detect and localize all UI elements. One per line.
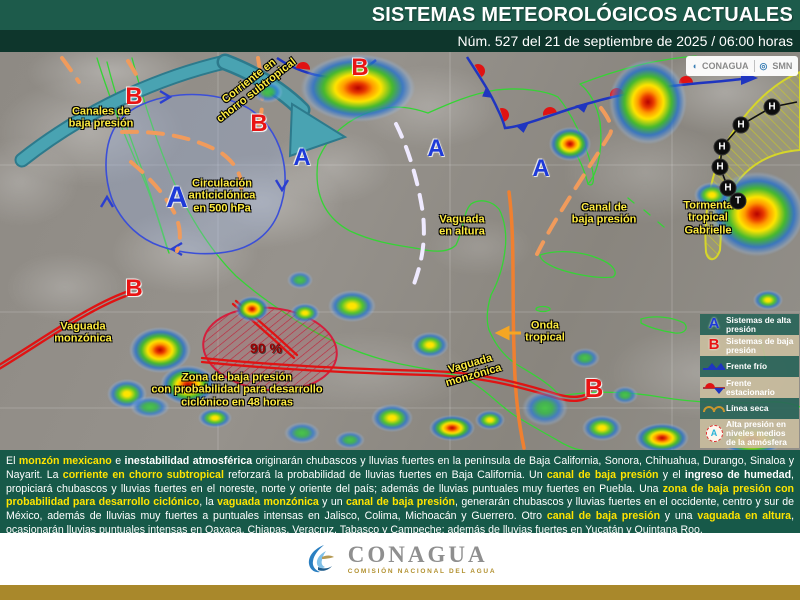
subtitle-bar: Núm. 527 del 21 de septiembre de 2025 / …: [0, 30, 800, 52]
forecast-segment: y el: [658, 468, 685, 481]
forecast-segment: , ocasionarán lluvias puntuales intensas…: [6, 510, 795, 536]
forecast-segment: monzón mexicano: [18, 455, 112, 467]
map-overlay-graphics: [0, 52, 800, 450]
forecast-position-marker: H: [732, 116, 750, 134]
development-zone: [202, 306, 338, 392]
footer-brand-name: CONAGUA: [347, 542, 488, 567]
low-pressure-channels: [60, 56, 614, 256]
legend-label: Frente estacionario: [726, 377, 775, 397]
monsoon-trough-lines: [0, 290, 593, 402]
forecast-segment: originarán chubascos y lluvias fuertes e…: [6, 455, 795, 481]
legend-label: Línea seca: [726, 403, 769, 414]
satellite-map: Canales de baja presión Corriente en chor…: [0, 52, 800, 450]
logo-divider: [753, 60, 755, 72]
forecast-segment: vaguada en altura: [697, 510, 792, 523]
conagua-mini-logo-icon: ◖: [691, 61, 698, 71]
forecast-segment: El: [6, 455, 19, 467]
conagua-logo-text: CONAGUA: [702, 61, 749, 71]
forecast-segment: ingreso de humedad: [684, 468, 792, 481]
legend-item-dry-line: Línea seca: [700, 398, 799, 419]
page-title: SISTEMAS METEOROLÓGICOS ACTUALES: [371, 3, 793, 26]
forecast-segment: , propiciará chubascos y lluvias fuertes…: [6, 468, 794, 495]
legend-item-A: A Sistemas de alta presión: [700, 314, 799, 335]
legend-item-cold-front: Frente frío: [700, 356, 799, 377]
footer-brand: CONAGUA COMISIÓN NACIONAL DEL AGUA: [348, 543, 496, 575]
tropical-wave-line: [507, 190, 526, 450]
agency-logos: ◖ CONAGUA ◎ SMN: [686, 56, 798, 76]
forecast-segment: zona de baja presión con probabilidad pa…: [6, 482, 795, 509]
legend-label: Sistemas de alta presión: [726, 314, 792, 334]
B-legend-icon: B: [708, 336, 720, 354]
forecast-segment: canal de baja presión: [546, 510, 661, 523]
forecast-segment: corriente en chorro subtropical: [62, 468, 224, 481]
forecast-position-marker: H: [713, 138, 731, 156]
forecast-segment: y una: [660, 510, 698, 523]
forecast-position-marker: H: [763, 98, 781, 116]
forecast-segment: , la: [199, 496, 218, 509]
forecast-position-marker: H: [719, 179, 737, 197]
forecast-segment: , generarán chubascos y lluvias fuertes …: [6, 496, 794, 523]
legend-item-stationary-front: Frente estacionario: [700, 377, 799, 398]
bulletin-number-date: Núm. 527 del 21 de septiembre de 2025 / …: [457, 33, 793, 49]
forecast-position-marker: H: [711, 158, 729, 176]
title-bar: SISTEMAS METEOROLÓGICOS ACTUALES: [0, 0, 800, 30]
legend-label: Alta presión en niveles medios de la atm…: [726, 419, 787, 447]
graticule: [0, 52, 800, 450]
footer: CONAGUA COMISIÓN NACIONAL DEL AGUA: [0, 533, 800, 585]
footer-brand-tagline: COMISIÓN NACIONAL DEL AGUA: [347, 568, 497, 575]
forecast-segment: inestabilidad atmosférica: [124, 455, 253, 467]
forecast-segment: reforzará la probabilidad de lluvias fue…: [223, 468, 547, 481]
A-legend-icon: A: [708, 315, 720, 333]
legend-label: Frente frío: [726, 361, 768, 372]
smn-mini-logo-icon: ◎: [759, 60, 768, 71]
storm-position-marker: T: [729, 192, 747, 210]
legend-item-mid-high: A Alta presión en niveles medios de la at…: [700, 419, 799, 448]
gold-bar: [0, 585, 800, 600]
stationary-front-west: [276, 56, 377, 86]
mid-high-legend-icon: A: [702, 424, 726, 442]
upper-trough: [394, 122, 426, 286]
anticyclone-area: [105, 93, 286, 255]
smn-logo-text: SMN: [772, 61, 793, 71]
forecast-segment: canal de baja presión: [546, 468, 659, 481]
anticyclone-chevrons: [99, 89, 290, 257]
legend-item-B: B Sistemas de baja presión: [700, 335, 799, 356]
tropical-wave-arrow: [494, 325, 521, 341]
dry-line-legend-icon: [702, 404, 726, 414]
stationary-front-legend-icon: [702, 382, 726, 394]
legend-label: Sistemas de baja presión: [726, 335, 794, 355]
map-legend: A Sistemas de alta presión B Sistemas de ba…: [700, 314, 799, 448]
forecast-text: El monzón mexicano e inestabilidad atmos…: [0, 450, 800, 536]
forecast-segment: y un: [318, 496, 346, 509]
forecast-segment: canal de baja presión: [346, 496, 456, 509]
forecast-segment: e: [111, 455, 125, 467]
conagua-logo-icon: [308, 545, 334, 573]
forecast-segment: vaguada monzónica: [217, 496, 319, 509]
cold-front-legend-icon: [702, 362, 726, 372]
